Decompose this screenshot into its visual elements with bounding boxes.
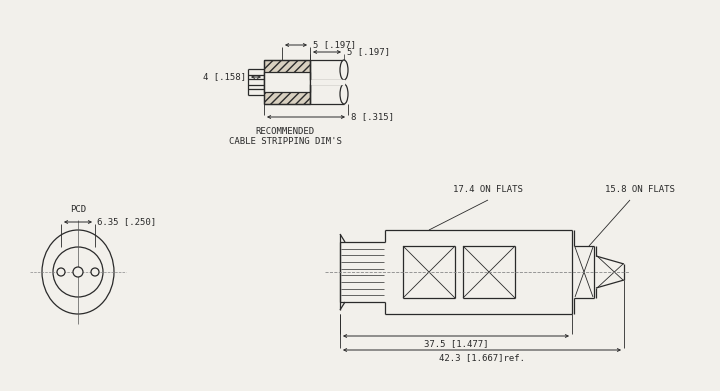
Ellipse shape: [340, 60, 348, 80]
Circle shape: [57, 268, 65, 276]
Text: RECOMMENDED: RECOMMENDED: [256, 127, 315, 136]
Text: 4 [.158]: 4 [.158]: [203, 72, 246, 81]
Text: 5 [.197]: 5 [.197]: [313, 41, 356, 50]
Text: 42.3 [1.667]ref.: 42.3 [1.667]ref.: [439, 353, 525, 362]
Text: PCD: PCD: [70, 205, 86, 214]
Text: 8 [.315]: 8 [.315]: [351, 113, 394, 122]
Circle shape: [91, 268, 99, 276]
Ellipse shape: [340, 84, 348, 104]
Text: 5 [.197]: 5 [.197]: [347, 47, 390, 57]
Circle shape: [73, 267, 83, 277]
Text: 17.4 ON FLATS: 17.4 ON FLATS: [453, 185, 523, 194]
Bar: [264, 60, 310, 104]
Circle shape: [53, 247, 103, 297]
Bar: [264, 60, 310, 104]
Bar: [264, 72, 310, 92]
Ellipse shape: [42, 230, 114, 314]
Text: CABLE STRIPPING DIM'S: CABLE STRIPPING DIM'S: [228, 137, 341, 146]
Text: 6.35 [.250]: 6.35 [.250]: [97, 217, 156, 226]
Text: 37.5 [1.477]: 37.5 [1.477]: [424, 339, 488, 348]
Text: 15.8 ON FLATS: 15.8 ON FLATS: [605, 185, 675, 194]
